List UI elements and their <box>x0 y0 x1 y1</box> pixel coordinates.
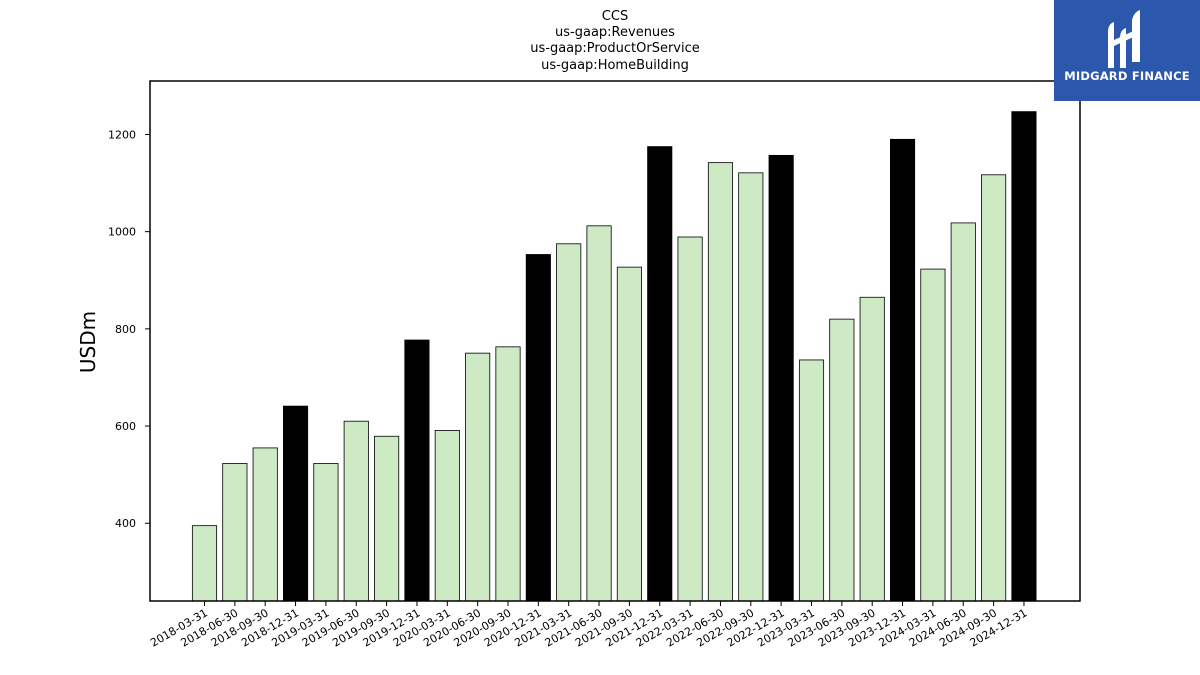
y-tick-label: 1000 <box>108 226 136 239</box>
bar-series <box>191 111 1037 602</box>
bar-2024-06-30 <box>950 222 976 602</box>
bar-2018-06-30 <box>222 463 248 602</box>
bar-2024-12-31 <box>1011 111 1037 602</box>
bar-2019-06-30 <box>343 420 369 602</box>
bar-2023-03-31 <box>798 359 825 602</box>
bar-2020-06-30 <box>465 352 491 602</box>
bar-2019-09-30 <box>374 435 400 602</box>
bar-2021-09-30 <box>616 266 642 602</box>
bar-2021-03-31 <box>556 243 582 602</box>
bar-2018-12-31 <box>282 405 309 602</box>
y-tick-label: 800 <box>115 323 136 336</box>
bar-2023-06-30 <box>829 318 855 602</box>
y-tick-label: 600 <box>115 420 136 433</box>
brand-name: MIDGARD FINANCE <box>1064 69 1190 83</box>
bar-2019-03-31 <box>313 463 339 602</box>
bar-2024-03-31 <box>920 268 946 602</box>
bar-2022-06-30 <box>707 162 733 602</box>
bar-2018-09-30 <box>252 447 278 602</box>
bar-2021-06-30 <box>586 225 612 602</box>
midgard-logo-icon <box>1108 10 1140 68</box>
y-axis-label: USDm <box>76 311 100 373</box>
bar-2023-09-30 <box>859 296 885 602</box>
plot-frame <box>149 80 1081 602</box>
bar-2020-03-31 <box>434 430 460 602</box>
chart-title-line-2: us-gaap:Revenues <box>555 25 675 40</box>
bar-2020-09-30 <box>495 346 521 602</box>
bar-2018-03-31 <box>191 525 218 602</box>
bar-2022-03-31 <box>677 236 703 602</box>
y-tick-label: 1200 <box>108 128 136 141</box>
chart-title-line-4: us-gaap:HomeBuilding <box>541 58 689 73</box>
chart-title-line-3: us-gaap:ProductOrService <box>530 41 700 56</box>
chart-title-line-1: CCS <box>602 9 628 24</box>
bar-2022-09-30 <box>738 172 764 602</box>
bar-2023-12-31 <box>890 138 916 602</box>
brand-logo: MIDGARD FINANCE <box>1054 0 1200 101</box>
bar-2024-09-30 <box>981 174 1007 602</box>
bar-2019-12-31 <box>404 339 430 602</box>
x-axis: 2018-03-312018-06-302018-09-302018-12-31… <box>148 601 1029 650</box>
y-axis: 400 600 800 1000 1200 <box>108 128 150 530</box>
chart-title: CCS us-gaap:Revenues us-gaap:ProductOrSe… <box>530 9 700 73</box>
y-tick-label: 400 <box>115 517 136 530</box>
bar-2021-12-31 <box>647 146 673 602</box>
bar-2020-12-31 <box>525 254 551 602</box>
bar-2022-12-31 <box>768 154 794 602</box>
